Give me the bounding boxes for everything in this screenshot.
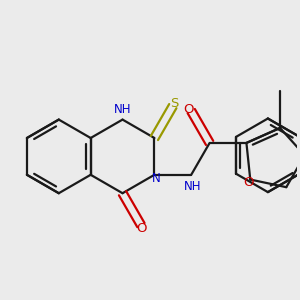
Text: O: O — [136, 222, 147, 236]
Text: N: N — [152, 172, 160, 185]
Text: O: O — [183, 103, 194, 116]
Text: O: O — [243, 176, 254, 189]
Text: NH: NH — [184, 180, 202, 193]
Text: NH: NH — [114, 103, 131, 116]
Text: S: S — [170, 97, 178, 110]
